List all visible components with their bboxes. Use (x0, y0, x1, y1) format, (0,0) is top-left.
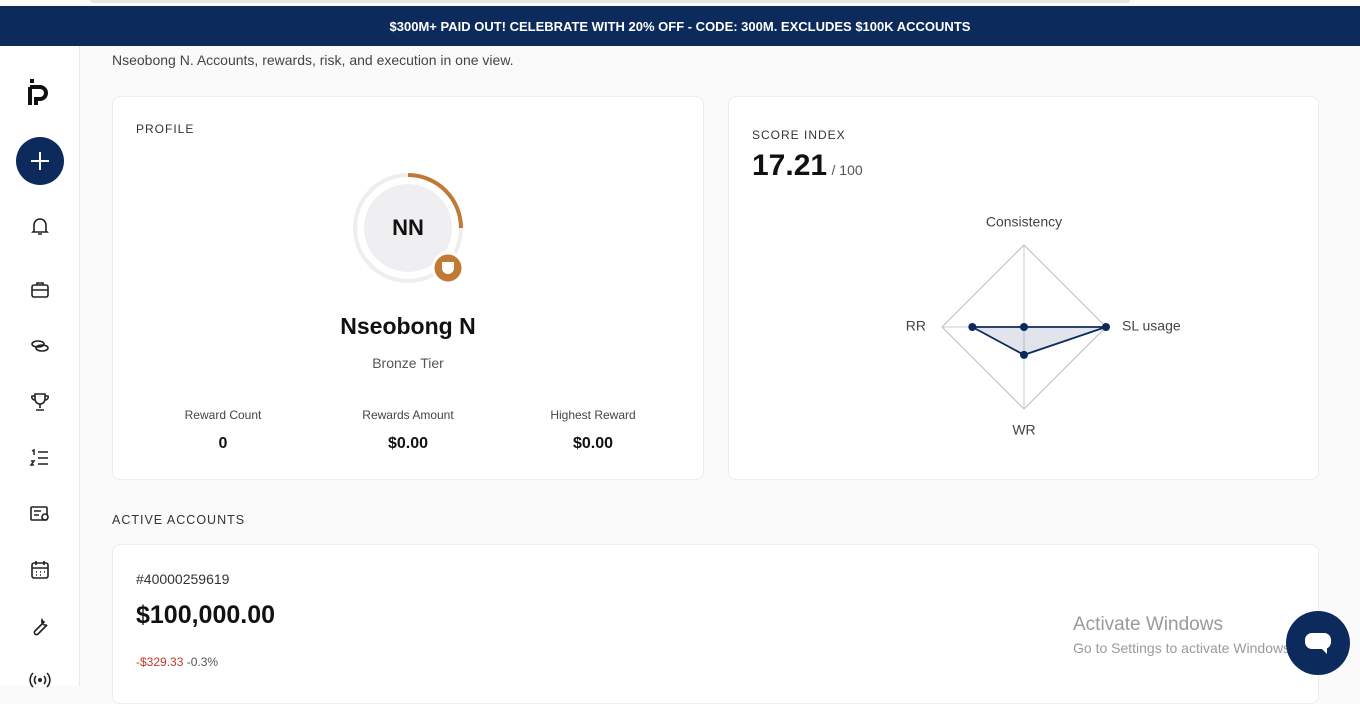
radar-point (1102, 323, 1110, 331)
payouts-icon[interactable] (28, 334, 52, 358)
account-id: #40000259619 (136, 571, 230, 587)
stat-label: Reward Count (184, 408, 262, 422)
account-card[interactable]: #40000259619 $100,000.00 -$329.33 -0.3% (112, 544, 1319, 704)
account-change: -$329.33 -0.3% (136, 655, 218, 669)
radar-label: RR (906, 318, 926, 334)
sidebar (0, 46, 80, 688)
add-button[interactable] (16, 137, 64, 185)
radar-label: WR (1012, 422, 1035, 438)
change-amount: -$329.33 (136, 655, 184, 669)
accounts-icon[interactable] (28, 278, 52, 302)
radar-point (1020, 323, 1028, 331)
card-heading: PROFILE (136, 122, 195, 136)
promo-banner[interactable]: $300M+ PAID OUT! CELEBRATE WITH 20% OFF … (0, 6, 1360, 46)
score-row: 17.21 / 100 (752, 149, 863, 183)
chat-button[interactable] (1286, 611, 1350, 675)
profile-name: Nseobong N (340, 313, 476, 339)
score-value: 17.21 (752, 149, 828, 182)
subtitle: Nseobong N. Accounts, rewards, risk, and… (112, 52, 514, 68)
change-percent: -0.3% (186, 655, 219, 669)
radar-area (971, 326, 1107, 356)
radar-point (1020, 350, 1028, 359)
score-card: SCORE INDEX 17.21 / 100 Consistency SL us… (728, 96, 1319, 480)
card-heading: SCORE INDEX (752, 128, 846, 142)
score-max: / 100 (831, 162, 863, 178)
stat-label: Highest Reward (550, 408, 636, 422)
logo[interactable] (27, 78, 53, 108)
profile-tier: Bronze Tier (372, 355, 444, 371)
radar-label: SL usage (1122, 318, 1181, 334)
browser-strip (90, 0, 1130, 3)
radar-chart: Consistency SL usage WR RR (906, 214, 1181, 438)
watermark-text: Go to Settings to activate Windows. (1073, 640, 1294, 656)
watermark-title: Activate Windows (1073, 614, 1223, 635)
tools-icon[interactable] (28, 614, 52, 638)
stat-value: $0.00 (387, 435, 429, 452)
trophy-icon[interactable] (28, 390, 52, 414)
stat-value: $0.00 (572, 435, 614, 452)
radar-label: Consistency (986, 214, 1062, 230)
leaderboard-icon[interactable] (28, 446, 52, 470)
section-heading: ACTIVE ACCOUNTS (112, 513, 246, 527)
stat-value: 0 (218, 435, 228, 452)
avatar-initials: NN (392, 215, 424, 240)
account-balance: $100,000.00 (136, 601, 276, 629)
certificates-icon[interactable] (28, 502, 52, 526)
avatar (353, 173, 465, 285)
stat-label: Rewards Amount (362, 408, 454, 422)
profile-card: PROFILE NN Nseobong N Bronze Tier Reward… (112, 96, 704, 480)
notifications-icon[interactable] (28, 214, 52, 238)
broadcast-icon[interactable] (28, 668, 52, 692)
radar-point (968, 323, 977, 331)
calendar-icon[interactable] (28, 558, 52, 582)
